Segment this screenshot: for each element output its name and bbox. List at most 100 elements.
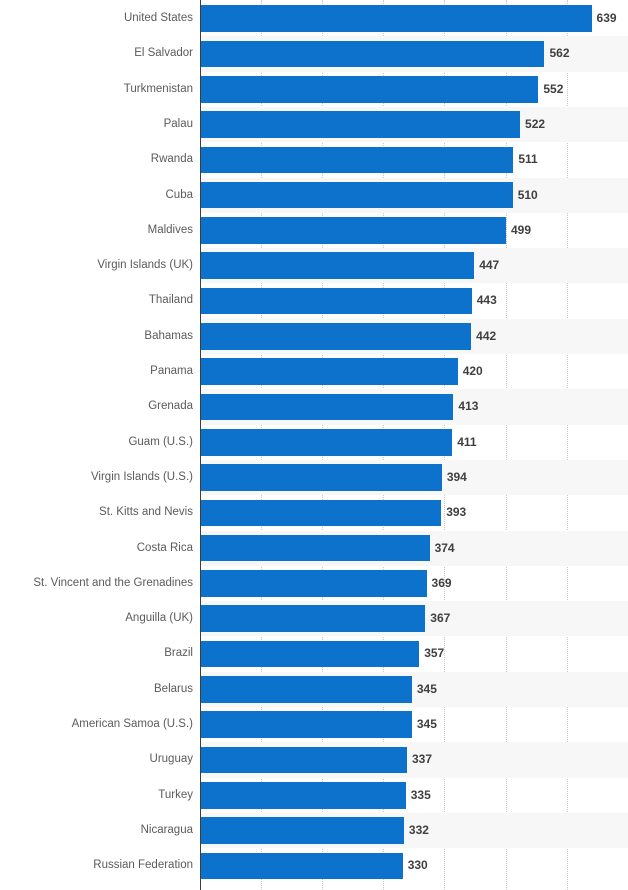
bar-row[interactable]: Turkmenistan 552 — [0, 72, 628, 107]
bar[interactable] — [201, 40, 545, 68]
bar-row[interactable]: American Samoa (U.S.) 345 — [0, 707, 628, 742]
bar-value-label: 335 — [410, 787, 431, 802]
bar[interactable] — [201, 428, 453, 456]
bar-row[interactable]: Nicaragua 332 — [0, 812, 628, 849]
bar-row[interactable]: Cuba 510 — [0, 177, 628, 213]
bar[interactable] — [201, 640, 420, 668]
bar-row[interactable]: Virgin Islands (UK) 447 — [0, 248, 628, 284]
bar[interactable] — [201, 570, 427, 597]
bar-row[interactable]: Thailand 443 — [0, 283, 628, 318]
category-label: Palau — [163, 117, 193, 130]
bar[interactable] — [201, 781, 406, 809]
bar[interactable] — [201, 287, 472, 315]
category-label: Thailand — [148, 294, 193, 307]
category-label: Costa Rica — [136, 541, 193, 554]
category-label: Turkey — [158, 788, 193, 801]
bar[interactable] — [201, 393, 454, 421]
bar[interactable] — [201, 146, 514, 174]
bar-value-label: 562 — [549, 46, 570, 61]
bar-value-label: 369 — [431, 575, 452, 590]
bar[interactable] — [201, 499, 442, 527]
bar-value-label: 337 — [411, 752, 432, 767]
bar-value-label: 420 — [462, 364, 483, 378]
category-label: El Salvador — [134, 47, 193, 60]
category-label: Cuba — [165, 188, 194, 201]
bar[interactable] — [201, 181, 513, 209]
category-label: American Samoa (U.S.) — [71, 718, 193, 730]
bar[interactable] — [201, 676, 412, 703]
category-label: Panama — [150, 365, 193, 377]
bar-row[interactable]: Belarus 345 — [0, 671, 628, 707]
category-label: St. Vincent and the Grenadines — [33, 576, 193, 589]
bar-value-label: 510 — [517, 187, 538, 202]
bar-value-label: 499 — [510, 222, 532, 237]
category-label: Grenada — [148, 400, 193, 413]
bar-value-label: 552 — [543, 81, 564, 96]
bar-row[interactable]: Brazil 357 — [0, 636, 628, 671]
bar-row[interactable]: Turkey 335 — [0, 778, 628, 813]
bar-value-label: 443 — [476, 293, 497, 308]
bar-value-label: 511 — [518, 152, 538, 167]
bar[interactable] — [201, 111, 521, 138]
bar-row[interactable]: El Salvador 562 — [0, 36, 628, 72]
bar[interactable] — [201, 5, 592, 32]
bar-row[interactable]: United States 639 — [0, 1, 628, 36]
bar[interactable] — [201, 817, 404, 844]
category-label: Anguilla (UK) — [125, 612, 193, 625]
bar-value-label: 345 — [416, 717, 437, 731]
bar[interactable] — [201, 358, 458, 385]
bar-value-label: 367 — [430, 611, 451, 626]
bar-row[interactable]: Costa Rica 374 — [0, 530, 628, 566]
bar-value-label: 393 — [446, 505, 467, 520]
bar-value-label: 394 — [446, 469, 467, 484]
category-label: Belarus — [154, 682, 193, 695]
y-axis-line — [200, 0, 201, 890]
bar[interactable] — [201, 75, 539, 103]
bar-value-label: 639 — [596, 11, 617, 25]
bar-row[interactable]: Guam (U.S.) 411 — [0, 425, 628, 460]
bar-value-label: 330 — [407, 858, 428, 873]
bar[interactable] — [201, 746, 407, 774]
bar-row[interactable]: Palau 522 — [0, 106, 628, 143]
bar-row[interactable]: Grenada 413 — [0, 389, 628, 425]
bar-value-label: 442 — [476, 328, 497, 343]
bar[interactable] — [201, 323, 472, 350]
bar[interactable] — [201, 217, 506, 244]
bar-row[interactable]: Uruguay 337 — [0, 742, 628, 778]
category-label: Uruguay — [149, 753, 193, 766]
bar-row[interactable]: Maldives 499 — [0, 213, 628, 248]
bar-row[interactable]: Bahamas 442 — [0, 318, 628, 354]
bar-row[interactable]: St. Vincent and the Grenadines 369 — [0, 566, 628, 601]
category-label: Russian Federation — [93, 859, 193, 872]
gridline-600 — [566, 0, 569, 890]
bar-value-label: 522 — [525, 116, 546, 131]
bar-row[interactable]: Russian Federation 330 — [0, 848, 628, 883]
bar-row[interactable]: St. Kitts and Nevis 393 — [0, 495, 628, 530]
bar-row[interactable]: Rwanda 511 — [0, 142, 628, 177]
bar-row[interactable]: Virgin Islands (U.S.) 394 — [0, 459, 628, 496]
category-label: Rwanda — [150, 153, 193, 166]
bar-value-label: 332 — [408, 822, 429, 837]
category-label: Nicaragua — [140, 823, 193, 836]
bar-row[interactable]: Anguilla (UK) 367 — [0, 601, 628, 637]
bar-value-label: 357 — [424, 646, 445, 661]
category-label: Turkmenistan — [123, 82, 193, 95]
bar[interactable] — [201, 711, 412, 738]
category-label: Guam (U.S.) — [128, 435, 193, 448]
bar[interactable] — [201, 252, 475, 280]
bar[interactable] — [201, 605, 426, 633]
bar-row[interactable]: Panama 420 — [0, 354, 628, 389]
bar[interactable] — [201, 464, 442, 491]
bar[interactable] — [201, 852, 403, 880]
category-label: Virgin Islands (UK) — [97, 259, 193, 272]
category-label: Brazil — [164, 647, 193, 660]
bar-value-label: 411 — [457, 434, 477, 449]
bar[interactable] — [201, 534, 430, 562]
category-label: Bahamas — [144, 329, 193, 342]
bar-value-label: 345 — [416, 681, 437, 696]
category-label: Virgin Islands (U.S.) — [90, 470, 193, 483]
bar-value-label: 447 — [479, 258, 500, 273]
bar-value-label: 413 — [458, 399, 479, 414]
